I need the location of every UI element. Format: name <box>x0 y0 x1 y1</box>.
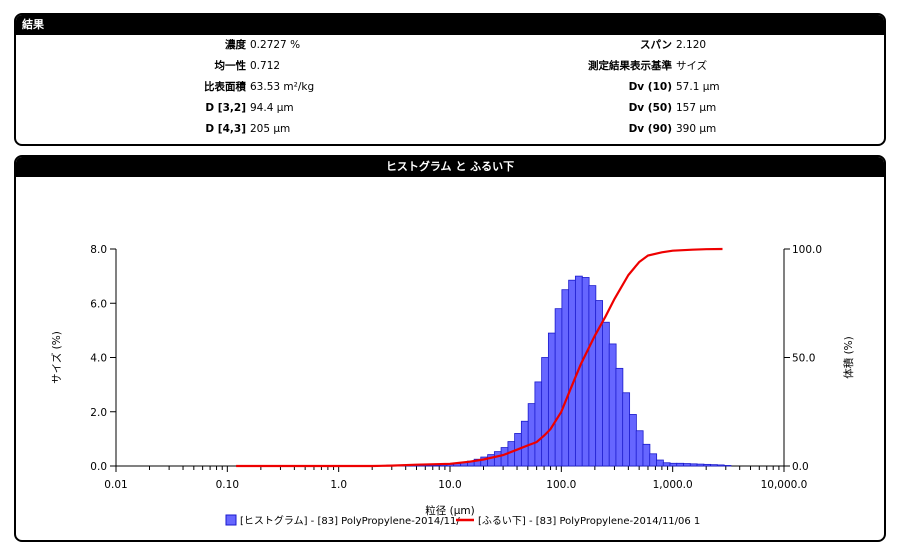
chart-legend: [ヒストグラム] - [83] PolyPropylene-2014/11/ [ふ… <box>225 514 700 527</box>
chart-labels-group: 0.01 0.10 1.0 10.0 100.0 1,000.0 10,000.0 0.0 2.… <box>50 244 855 517</box>
histogram-bar <box>500 447 509 467</box>
chart-axes-group <box>110 248 790 472</box>
result-value: 0.2727 % <box>250 39 301 51</box>
x-tick-label: 100.0 <box>546 479 576 491</box>
histogram-bar <box>433 464 442 467</box>
y-tick-label: 0.0 <box>90 461 107 473</box>
result-label: D [4,3] <box>205 123 246 135</box>
histogram-bar <box>581 277 590 467</box>
histogram-bar <box>541 357 549 467</box>
x-tick-label: 1,000.0 <box>653 479 693 491</box>
y-tick-label: 2.0 <box>90 407 107 419</box>
result-row: D [4,3] 205 µm Dv (90) 390 µm <box>16 121 884 137</box>
chart-panel: ヒストグラム と ふるい下 0.01 0.10 1.0 10.0 100.0 1,000.… <box>14 155 886 542</box>
y2-tick-label: 100.0 <box>792 244 822 256</box>
histogram-bar <box>669 462 678 467</box>
y2-tick-label: 50.0 <box>792 353 815 365</box>
result-value: サイズ <box>676 60 708 72</box>
result-value: 63.53 m²/kg <box>250 81 315 93</box>
histogram-bar <box>649 453 658 467</box>
histogram-bar <box>629 414 637 467</box>
x-tick-label: 10,000.0 <box>761 479 808 491</box>
legend-swatch-histogram <box>225 514 237 526</box>
x-tick-label: 0.01 <box>104 479 127 491</box>
histogram-bar <box>710 464 718 467</box>
x-tick-label: 1.0 <box>330 479 347 491</box>
histogram-bar <box>642 443 651 467</box>
result-label: スパン <box>639 39 672 51</box>
histogram-bar <box>615 367 624 467</box>
result-value: 2.120 <box>676 39 707 51</box>
chart-panel-title: ヒストグラム と ふるい下 <box>16 157 884 177</box>
x-tick-label: 10.0 <box>438 479 461 491</box>
result-label: Dv (50) <box>628 102 672 114</box>
result-label: D [3,2] <box>205 102 246 114</box>
result-value: 94.4 µm <box>250 102 294 114</box>
undersize-line-group <box>236 247 723 468</box>
y-axis-title: サイズ (%) <box>50 331 63 384</box>
histogram-bar <box>602 321 610 467</box>
result-row: 濃度 0.2727 % スパン 2.120 <box>16 37 884 53</box>
x-tick-label: 0.10 <box>216 479 239 491</box>
result-value: 390 µm <box>676 123 717 135</box>
results-title: 結果 <box>16 15 884 35</box>
results-panel: 結果 濃度 0.2727 % スパン 2.120 均一性 0.712 測定結果表… <box>14 13 886 146</box>
y2-tick-label: 0.0 <box>792 461 809 473</box>
result-label: 比表面積 <box>204 81 246 93</box>
histogram-bar <box>656 459 664 467</box>
y-tick-label: 4.0 <box>90 353 107 365</box>
result-label: 測定結果表示基準 <box>588 60 672 72</box>
histogram-chart: 0.01 0.10 1.0 10.0 100.0 1,000.0 10,000.0 0.0 2.… <box>50 244 855 527</box>
undersize-line <box>236 247 723 468</box>
result-label: 均一性 <box>214 60 247 72</box>
result-row: 比表面積 63.53 m²/kg Dv (10) 57.1 µm <box>16 79 884 95</box>
histogram-bars-group <box>379 275 732 467</box>
histogram-bar <box>568 279 577 467</box>
histogram-bar <box>703 463 712 467</box>
histogram-bar <box>696 463 705 467</box>
histogram-bar <box>635 430 644 467</box>
histogram-bar <box>716 464 725 467</box>
y-tick-label: 6.0 <box>90 298 107 310</box>
legend-label-line: [ふるい下] - [83] PolyPropylene-2014/11/06 1 <box>478 515 700 527</box>
histogram-bar <box>608 343 617 467</box>
legend-label-histogram: [ヒストグラム] - [83] PolyPropylene-2014/11/ <box>240 514 460 527</box>
histogram-bar <box>493 451 502 467</box>
y2-axis-title: 体積 (%) <box>842 336 855 379</box>
histogram-bar <box>683 463 691 467</box>
histogram-bar <box>554 308 563 467</box>
histogram-bar <box>723 465 732 467</box>
histogram-bar <box>561 289 570 467</box>
histogram-bar <box>662 462 671 467</box>
histogram-bar <box>520 420 529 467</box>
histogram-bar <box>588 285 597 467</box>
result-value: 0.712 <box>250 60 281 72</box>
x-axis-title: 粒径 (µm) <box>425 504 474 517</box>
result-row: D [3,2] 94.4 µm Dv (50) 157 µm <box>16 100 884 116</box>
result-value: 57.1 µm <box>676 81 720 93</box>
histogram-bar <box>547 332 556 467</box>
result-value: 205 µm <box>250 123 291 135</box>
result-label: 濃度 <box>225 39 246 51</box>
histogram-bar <box>689 463 698 467</box>
result-label: Dv (90) <box>628 123 672 135</box>
histogram-bar <box>676 462 685 467</box>
result-row: 均一性 0.712 測定結果表示基準 サイズ <box>16 58 884 74</box>
result-label: Dv (10) <box>628 81 672 93</box>
histogram-bar <box>534 381 543 467</box>
result-value: 157 µm <box>676 102 717 114</box>
histogram-bar <box>527 403 536 467</box>
y-tick-label: 8.0 <box>90 244 107 256</box>
histogram-bar <box>622 392 631 467</box>
